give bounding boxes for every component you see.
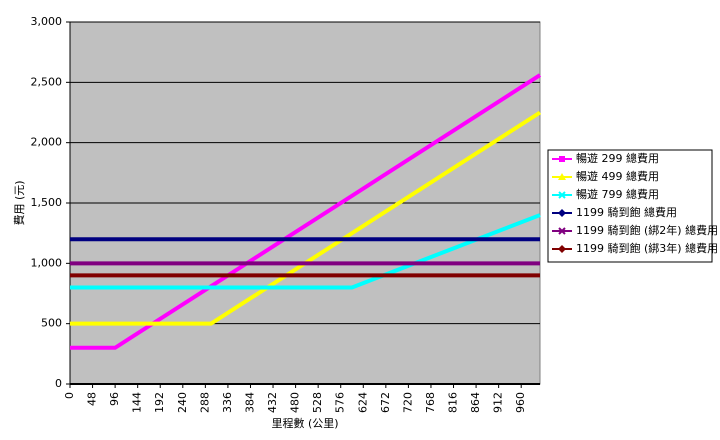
- legend-box: [547, 149, 713, 263]
- series-line: [70, 110, 542, 326]
- x-axis-title: 里程數 (公里): [271, 417, 338, 430]
- x-tick-label: 96: [108, 392, 121, 406]
- x-tick-label: 528: [311, 392, 324, 413]
- x-tick-label: 384: [243, 392, 256, 413]
- x-tick-label: 192: [153, 392, 166, 413]
- legend-label: 暢遊 499 總費用: [576, 169, 659, 183]
- x-tick-label: 768: [424, 392, 437, 413]
- x-tick-label: 336: [221, 392, 234, 413]
- y-tick-label: 2,500: [31, 75, 63, 88]
- y-tick-label: 1,000: [31, 256, 63, 269]
- y-axis-title: 費用 (元): [12, 180, 26, 225]
- x-tick-label: 864: [469, 392, 482, 413]
- legend-marker: [558, 173, 566, 180]
- legend-marker: [559, 156, 565, 162]
- legend-marker: [558, 191, 566, 199]
- legend-label: 1199 騎到飽 (綁2年) 總費用: [576, 223, 718, 237]
- y-tick-label: 0: [55, 377, 62, 390]
- legend-marker: [558, 245, 566, 253]
- x-tick-label: 816: [447, 392, 460, 413]
- x-tick-label: 576: [334, 392, 347, 413]
- legend-marker: [558, 227, 566, 235]
- x-tick-label: 720: [401, 392, 414, 413]
- legend-label: 暢遊 299 總費用: [576, 151, 659, 165]
- y-tick-label: 1,500: [31, 196, 63, 209]
- legend-marker: [558, 209, 566, 217]
- legend-label: 1199 騎到飽 總費用: [576, 205, 677, 219]
- y-tick-label: 500: [41, 317, 62, 330]
- x-tick-label: 432: [266, 392, 279, 413]
- x-tick-label: 960: [514, 392, 527, 413]
- y-tick-label: 2,000: [31, 136, 63, 149]
- x-tick-label: 48: [86, 392, 99, 406]
- x-tick-label: 912: [492, 392, 505, 413]
- legend-label: 1199 騎到飽 (綁3年) 總費用: [576, 241, 718, 255]
- x-tick-label: 0: [63, 392, 76, 399]
- x-tick-label: 624: [356, 392, 369, 413]
- legend-label: 暢遊 799 總費用: [576, 187, 659, 201]
- x-tick-label: 288: [198, 392, 211, 413]
- y-tick-label: 3,000: [31, 15, 63, 28]
- x-tick-label: 480: [289, 392, 302, 413]
- x-tick-label: 240: [176, 392, 189, 413]
- x-tick-label: 144: [131, 392, 144, 413]
- x-tick-label: 672: [379, 392, 392, 413]
